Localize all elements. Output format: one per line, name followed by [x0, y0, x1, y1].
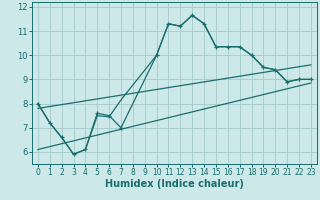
X-axis label: Humidex (Indice chaleur): Humidex (Indice chaleur) — [105, 179, 244, 189]
